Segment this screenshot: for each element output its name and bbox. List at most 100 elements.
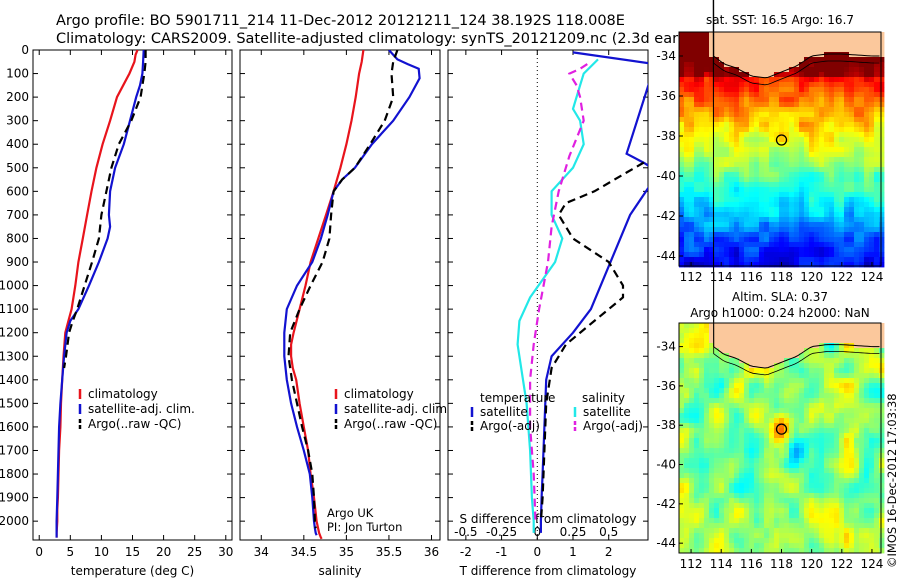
- sst_map-cell: [714, 42, 720, 48]
- sla_map-cell: [689, 423, 695, 429]
- sst_map-cell: [689, 42, 695, 48]
- sst_map-cell: [834, 32, 840, 38]
- sla_map-cell: [879, 378, 885, 384]
- sst_map-cell: [769, 82, 775, 88]
- sla_map-cell: [869, 328, 875, 334]
- sst_map-cell: [749, 97, 755, 103]
- sla_map-cell: [839, 463, 845, 469]
- sla_map-cell: [819, 333, 825, 339]
- sst_map-cell: [824, 187, 830, 193]
- sla_map-cell: [694, 438, 700, 444]
- sst_map-cell: [679, 197, 685, 203]
- sst_map-cell: [744, 162, 750, 168]
- sla_map-subtitle: Argo h1000: 0.24 h2000: NaN: [690, 306, 870, 320]
- sla_map-cell: [864, 423, 870, 429]
- sst_map-cell: [754, 107, 760, 113]
- sla_map-cell: [744, 418, 750, 424]
- sla_map-cell: [874, 353, 880, 359]
- sla_map-cell: [864, 403, 870, 409]
- sla_map-cell: [809, 398, 815, 404]
- sla_map-cell: [859, 323, 865, 329]
- sla_map-cell: [704, 483, 710, 489]
- sla_map-cell: [714, 543, 720, 549]
- sla_map-cell: [729, 548, 735, 554]
- sla_map-cell: [859, 463, 865, 469]
- sla_map-cell: [864, 443, 870, 449]
- sst_map-cell: [689, 37, 695, 43]
- sst_map-cell: [759, 182, 765, 188]
- sla_map-cell: [834, 493, 840, 499]
- sst_map-cell: [784, 122, 790, 128]
- sst_map-cell: [859, 157, 865, 163]
- sla_map-cell: [819, 518, 825, 524]
- sst_map-cell: [809, 102, 815, 108]
- sla_map-cell: [789, 518, 795, 524]
- sst_map-cell: [794, 207, 800, 213]
- sst_map-cell: [759, 252, 765, 258]
- sst_map-cell: [794, 247, 800, 253]
- sla_map-cell: [799, 403, 805, 409]
- sst_map-cell: [829, 92, 835, 98]
- sst_map-cell: [699, 182, 705, 188]
- sst_map-cell: [694, 197, 700, 203]
- sst_map-cell: [694, 162, 700, 168]
- sla_map-cell: [759, 328, 765, 334]
- sst_map-cell: [819, 262, 825, 268]
- sla_map-cell: [764, 478, 770, 484]
- sla_map-cell: [849, 548, 855, 554]
- sla_map-cell: [819, 348, 825, 354]
- sla_map-cell: [849, 453, 855, 459]
- sla_map-cell: [859, 373, 865, 379]
- sla_map-cell: [679, 418, 685, 424]
- sst_map-cell: [824, 197, 830, 203]
- sla_map-cell: [784, 328, 790, 334]
- sst_map-cell: [709, 257, 715, 263]
- sla_map-cell: [844, 488, 850, 494]
- sla_map-cell: [749, 513, 755, 519]
- sla_map-cell: [714, 508, 720, 514]
- sla_map-cell: [754, 408, 760, 414]
- sst_map-cell: [839, 82, 845, 88]
- sla_map-cell: [704, 448, 710, 454]
- sla_map-cell: [709, 338, 715, 344]
- sla_map-cell: [854, 468, 860, 474]
- sla_map-cell: [694, 363, 700, 369]
- sst_map-cell: [734, 132, 740, 138]
- sla_map-cell: [734, 458, 740, 464]
- sst_map-cell: [679, 222, 685, 228]
- sla_map-cell: [829, 528, 835, 534]
- sla_map-cell: [724, 413, 730, 419]
- sst_map-cell: [869, 202, 875, 208]
- sla_map-cell: [824, 538, 830, 544]
- sla_map-cell: [734, 453, 740, 459]
- sst_map-cell: [709, 212, 715, 218]
- sst_map-cell: [814, 237, 820, 243]
- sst_map-cell: [834, 147, 840, 153]
- sst_map-cell: [689, 202, 695, 208]
- sla_map-cell: [714, 498, 720, 504]
- sst_map-cell: [849, 237, 855, 243]
- sla_map-cell: [869, 538, 875, 544]
- sst_map-cell: [709, 127, 715, 133]
- sst_map-cell: [819, 117, 825, 123]
- sst_map-cell: [784, 172, 790, 178]
- sla_map-cell: [704, 408, 710, 414]
- sst_map-cell: [844, 212, 850, 218]
- sst_map-cell: [769, 177, 775, 183]
- sst_map-cell: [779, 52, 785, 58]
- sst_map-cell: [779, 72, 785, 78]
- sst_map-xtick-label: 118: [770, 270, 793, 284]
- sla_map-cell: [814, 438, 820, 444]
- sst_map-cell: [839, 77, 845, 83]
- sst_map-cell: [824, 237, 830, 243]
- sla_map-cell: [754, 403, 760, 409]
- sla_map-cell: [734, 433, 740, 439]
- sst_map-cell: [844, 147, 850, 153]
- sst_map-cell: [804, 72, 810, 78]
- sst_map-cell: [724, 197, 730, 203]
- sla_map-cell: [714, 458, 720, 464]
- sst_map-cell: [714, 187, 720, 193]
- sst_map-cell: [779, 152, 785, 158]
- sla_map-cell: [734, 373, 740, 379]
- sla_map-cell: [764, 368, 770, 374]
